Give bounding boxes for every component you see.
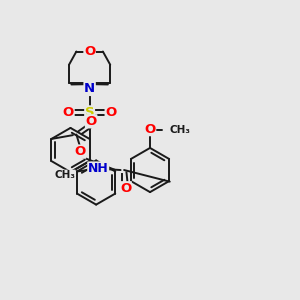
Text: O: O bbox=[74, 145, 86, 158]
Text: O: O bbox=[63, 106, 74, 119]
Text: O: O bbox=[105, 106, 116, 119]
Text: NH: NH bbox=[88, 162, 109, 175]
Text: O: O bbox=[120, 182, 131, 195]
Text: O: O bbox=[85, 115, 97, 128]
Text: S: S bbox=[85, 106, 94, 119]
Text: CH₃: CH₃ bbox=[169, 125, 190, 135]
Text: O: O bbox=[84, 45, 95, 58]
Text: O: O bbox=[144, 123, 156, 136]
Text: CH₃: CH₃ bbox=[54, 170, 75, 180]
Text: N: N bbox=[84, 82, 95, 95]
